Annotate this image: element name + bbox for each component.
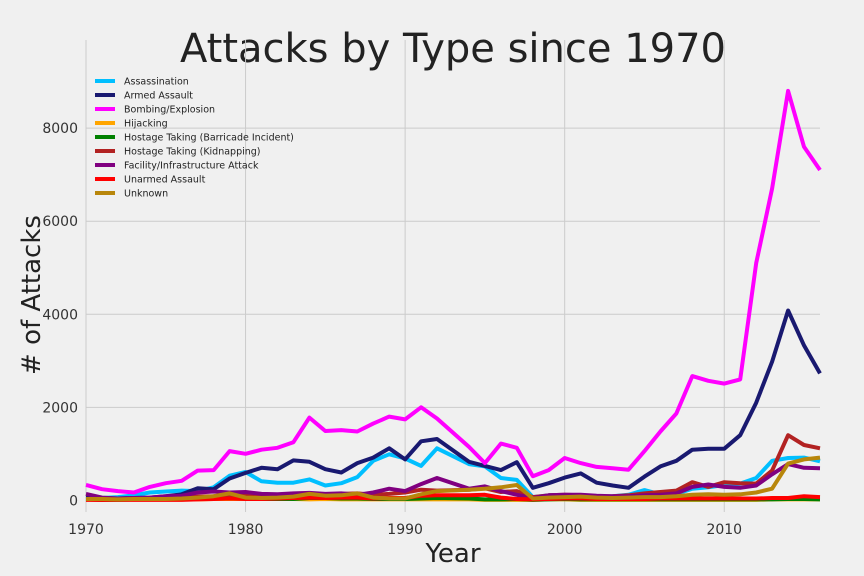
series-line-unknown: [86, 455, 821, 502]
legend-label: Hostage Taking (Kidnapping): [124, 147, 261, 158]
x-tick-label: 2010: [706, 522, 742, 538]
legend-label: Assassination: [124, 77, 189, 88]
legend: Assassination Armed Assault Bombing/Explos…: [95, 77, 294, 200]
tick-labels: 1970 1980 1990 2000 2010 0 2000 4000 6000 8000: [42, 121, 742, 538]
x-tick-label: 1990: [387, 522, 423, 538]
y-tick-label: 2000: [42, 400, 78, 416]
legend-label: Armed Assault: [124, 91, 193, 102]
x-tick-label: 1970: [68, 522, 104, 538]
x-tick-label: 1980: [228, 522, 264, 538]
series-line-armed-assault: [85, 308, 822, 501]
chart-title: Attacks by Type since 1970: [180, 26, 726, 72]
legend-label: Facility/Infrastructure Attack: [124, 161, 259, 172]
legend-label: Hijacking: [124, 119, 168, 130]
y-axis-label: # of Attacks: [17, 215, 47, 375]
series-line-bombing-explosion: [85, 88, 822, 495]
x-tick-label: 2000: [547, 522, 583, 538]
y-tick-label: 0: [69, 493, 78, 509]
y-tick-label: 8000: [42, 121, 78, 137]
legend-label: Bombing/Explosion: [124, 105, 215, 116]
y-tick-label: 4000: [42, 307, 78, 323]
legend-label: Hostage Taking (Barricade Incident): [124, 133, 294, 144]
x-axis-label: Year: [424, 539, 480, 569]
y-tick-label: 6000: [42, 214, 78, 230]
legend-label: Unarmed Assault: [124, 175, 206, 186]
series-lines: [85, 88, 822, 502]
series-line-facility-infrastructure-attack: [85, 462, 821, 501]
series-line-unarmed-assault: [86, 492, 821, 502]
legend-label: Unknown: [124, 189, 168, 200]
